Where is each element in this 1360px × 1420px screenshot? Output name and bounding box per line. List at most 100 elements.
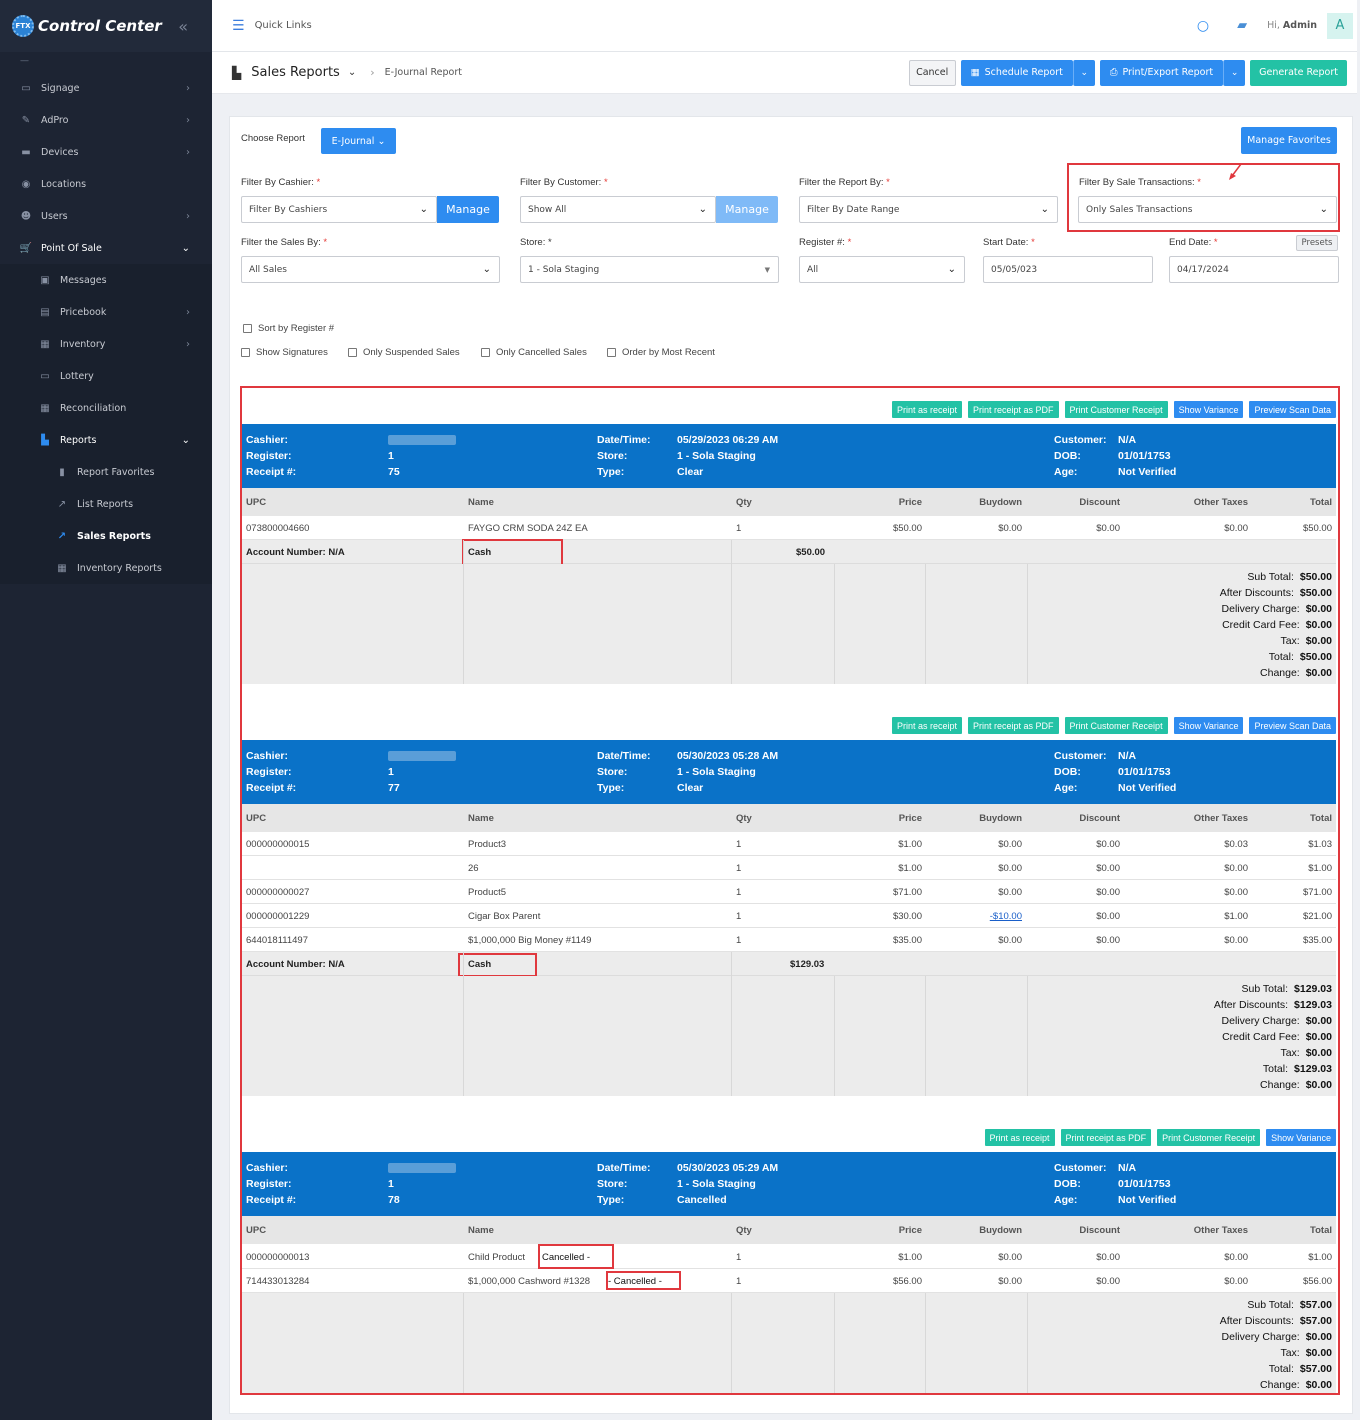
customer-select[interactable]: Show All ⌄ <box>520 196 716 223</box>
divider <box>1027 564 1028 684</box>
users-icon: ☻ <box>20 210 32 222</box>
print-receipt-button[interactable]: Print as receipt <box>891 401 962 418</box>
sidebar-item-sales-reports[interactable]: ↗ Sales Reports <box>0 520 212 552</box>
print-receipt-button[interactable]: Print as receipt <box>891 717 962 734</box>
report-by-select[interactable]: Filter By Date Range ⌄ <box>799 196 1058 223</box>
avatar[interactable]: A <box>1327 12 1353 39</box>
chevron-down-icon[interactable]: ⌄ <box>347 67 357 78</box>
sidebar-divider: — <box>20 56 29 66</box>
highlight-box <box>606 1271 681 1290</box>
checkbox-box[interactable] <box>243 324 252 333</box>
print-pdf-button[interactable]: Print receipt as PDF <box>968 717 1059 734</box>
sidebar-item-pricebook[interactable]: ▤ Pricebook › <box>0 296 212 328</box>
checkbox-box[interactable] <box>241 348 250 357</box>
show-variance-button[interactable]: Show Variance <box>1173 401 1244 418</box>
manage-favorites-button[interactable]: Manage Favorites <box>1241 127 1337 154</box>
checkbox-box[interactable] <box>348 348 357 357</box>
inventory-icon: ▦ <box>57 562 67 574</box>
sidebar-item-label: Messages <box>60 274 107 286</box>
print-export-button[interactable]: ⎙ Print/Export Report <box>1099 59 1224 86</box>
choose-report-dropdown[interactable]: E-Journal ⌄ <box>321 128 396 154</box>
preview-scan-button[interactable]: Preview Scan Data <box>1249 717 1336 734</box>
register-select[interactable]: All ⌄ <box>799 256 965 283</box>
schedule-dropdown-button[interactable]: ⌄ <box>1072 59 1095 86</box>
delivery-label: Delivery Charge: <box>1221 1015 1300 1027</box>
schedule-report-button[interactable]: ▦ Schedule Report <box>960 59 1073 86</box>
sales-by-select[interactable]: All Sales ⌄ <box>241 256 500 283</box>
sidebar-item-lottery[interactable]: ▭ Lottery <box>0 360 212 392</box>
report-by-select-value: Filter By Date Range <box>807 204 900 215</box>
chat-icon[interactable]: ▰ <box>1237 18 1248 33</box>
menu-icon[interactable]: ☰ <box>232 17 245 34</box>
store-select[interactable]: 1 - Sola Staging ▼ <box>520 256 779 283</box>
order-recent-checkbox[interactable]: Order by Most Recent <box>607 347 715 358</box>
print-customer-receipt-button[interactable]: Print Customer Receipt <box>1157 1129 1261 1146</box>
cell-discount: $0.00 <box>1096 935 1120 946</box>
sidebar-item-devices[interactable]: ▬ Devices › <box>0 136 212 168</box>
cashier-select[interactable]: Filter By Cashiers ⌄ <box>241 196 437 223</box>
sidebar-item-inventory-reports[interactable]: ▦ Inventory Reports <box>0 552 212 584</box>
choose-report-label: Choose Report <box>241 133 305 144</box>
cell-name: $1,000,000 Big Money #1149 <box>468 935 592 946</box>
start-date-input[interactable]: 05/05/023 <box>983 256 1153 283</box>
show-variance-button[interactable]: Show Variance <box>1173 717 1244 734</box>
register-value: 1 <box>388 1178 394 1190</box>
checkbox-box[interactable] <box>607 348 616 357</box>
col-buydown: Buydown <box>979 813 1022 824</box>
print-export-label: Print/Export Report <box>1122 67 1214 78</box>
sidebar-item-users[interactable]: ☻ Users › <box>0 200 212 232</box>
buydown-link[interactable]: -$10.00 <box>989 911 1022 922</box>
print-customer-receipt-button[interactable]: Print Customer Receipt <box>1064 717 1168 734</box>
sidebar-item-label: Point Of Sale <box>41 242 102 254</box>
manage-cashier-button[interactable]: Manage <box>437 196 499 223</box>
search-icon[interactable]: ○ <box>1196 17 1210 34</box>
checkbox-box[interactable] <box>481 348 490 357</box>
show-signatures-checkbox[interactable]: Show Signatures <box>241 347 328 358</box>
sidebar-item-messages[interactable]: ▣ Messages <box>0 264 212 296</box>
sidebar-item-inventory[interactable]: ▦ Inventory › <box>0 328 212 360</box>
print-pdf-button[interactable]: Print receipt as PDF <box>968 401 1059 418</box>
presets-button[interactable]: Presets <box>1296 235 1338 251</box>
store-key: Store: <box>597 766 628 778</box>
sale-transactions-label: Filter By Sale Transactions: * <box>1079 177 1201 188</box>
preview-scan-button[interactable]: Preview Scan Data <box>1249 401 1336 418</box>
breadcrumb: E-Journal Report <box>384 67 462 78</box>
sidebar-item-reconciliation[interactable]: ▦ Reconciliation <box>0 392 212 424</box>
ftx-logo: FTX <box>12 15 34 37</box>
cashier-select-value: Filter By Cashiers <box>249 204 328 215</box>
reconciliation-icon: ▦ <box>40 402 50 414</box>
sidebar-item-signage[interactable]: ▭ Signage › <box>0 72 212 104</box>
subtotal-value: $129.03 <box>1294 983 1332 995</box>
print-customer-receipt-button[interactable]: Print Customer Receipt <box>1064 401 1168 418</box>
sidebar-item-point-of-sale[interactable]: 🛒 Point Of Sale ⌄ <box>0 232 212 264</box>
sidebar-item-locations[interactable]: ◉ Locations <box>0 168 212 200</box>
col-buydown: Buydown <box>979 1225 1022 1236</box>
sidebar-item-reports[interactable]: ▙ Reports ⌄ <box>0 424 212 456</box>
generate-report-button[interactable]: Generate Report <box>1250 59 1347 86</box>
only-cancelled-checkbox[interactable]: Only Cancelled Sales <box>481 347 587 358</box>
end-date-input[interactable]: 04/17/2024 <box>1169 256 1339 283</box>
collapse-sidebar-icon[interactable]: « <box>178 16 188 36</box>
print-export-dropdown-button[interactable]: ⌄ <box>1223 59 1246 86</box>
show-variance-button[interactable]: Show Variance <box>1266 1129 1336 1146</box>
cell-qty: 1 <box>736 863 742 874</box>
cell-buydown: $0.00 <box>998 1276 1022 1287</box>
change-value: $0.00 <box>1305 667 1332 679</box>
print-pdf-button[interactable]: Print receipt as PDF <box>1060 1129 1152 1146</box>
table-header: UPC Name Qty Price Buydown Discount Othe… <box>242 488 1336 516</box>
sale-transactions-select[interactable]: Only Sales Transactions ⌄ <box>1078 196 1337 223</box>
page-title[interactable]: Sales Reports <box>251 65 340 80</box>
manage-customer-button[interactable]: Manage <box>716 196 778 223</box>
sort-register-checkbox[interactable]: Sort by Register # <box>243 323 334 334</box>
sidebar-item-adpro[interactable]: ✎ AdPro › <box>0 104 212 136</box>
sales-by-select-value: All Sales <box>249 264 287 275</box>
totals-area <box>242 564 1336 684</box>
only-suspended-checkbox[interactable]: Only Suspended Sales <box>348 347 460 358</box>
cancel-button[interactable]: Cancel <box>908 59 956 86</box>
sidebar-item-list-reports[interactable]: ↗ List Reports <box>0 488 212 520</box>
receipt-totals: Sub Total: $50.00 After Discounts: $50.00 … <box>1220 569 1332 681</box>
print-receipt-button[interactable]: Print as receipt <box>984 1129 1055 1146</box>
sidebar-item-report-favorites[interactable]: ▮ Report Favorites <box>0 456 212 488</box>
quick-links[interactable]: Quick Links <box>254 20 312 31</box>
cell-price: $1.00 <box>898 1252 922 1263</box>
